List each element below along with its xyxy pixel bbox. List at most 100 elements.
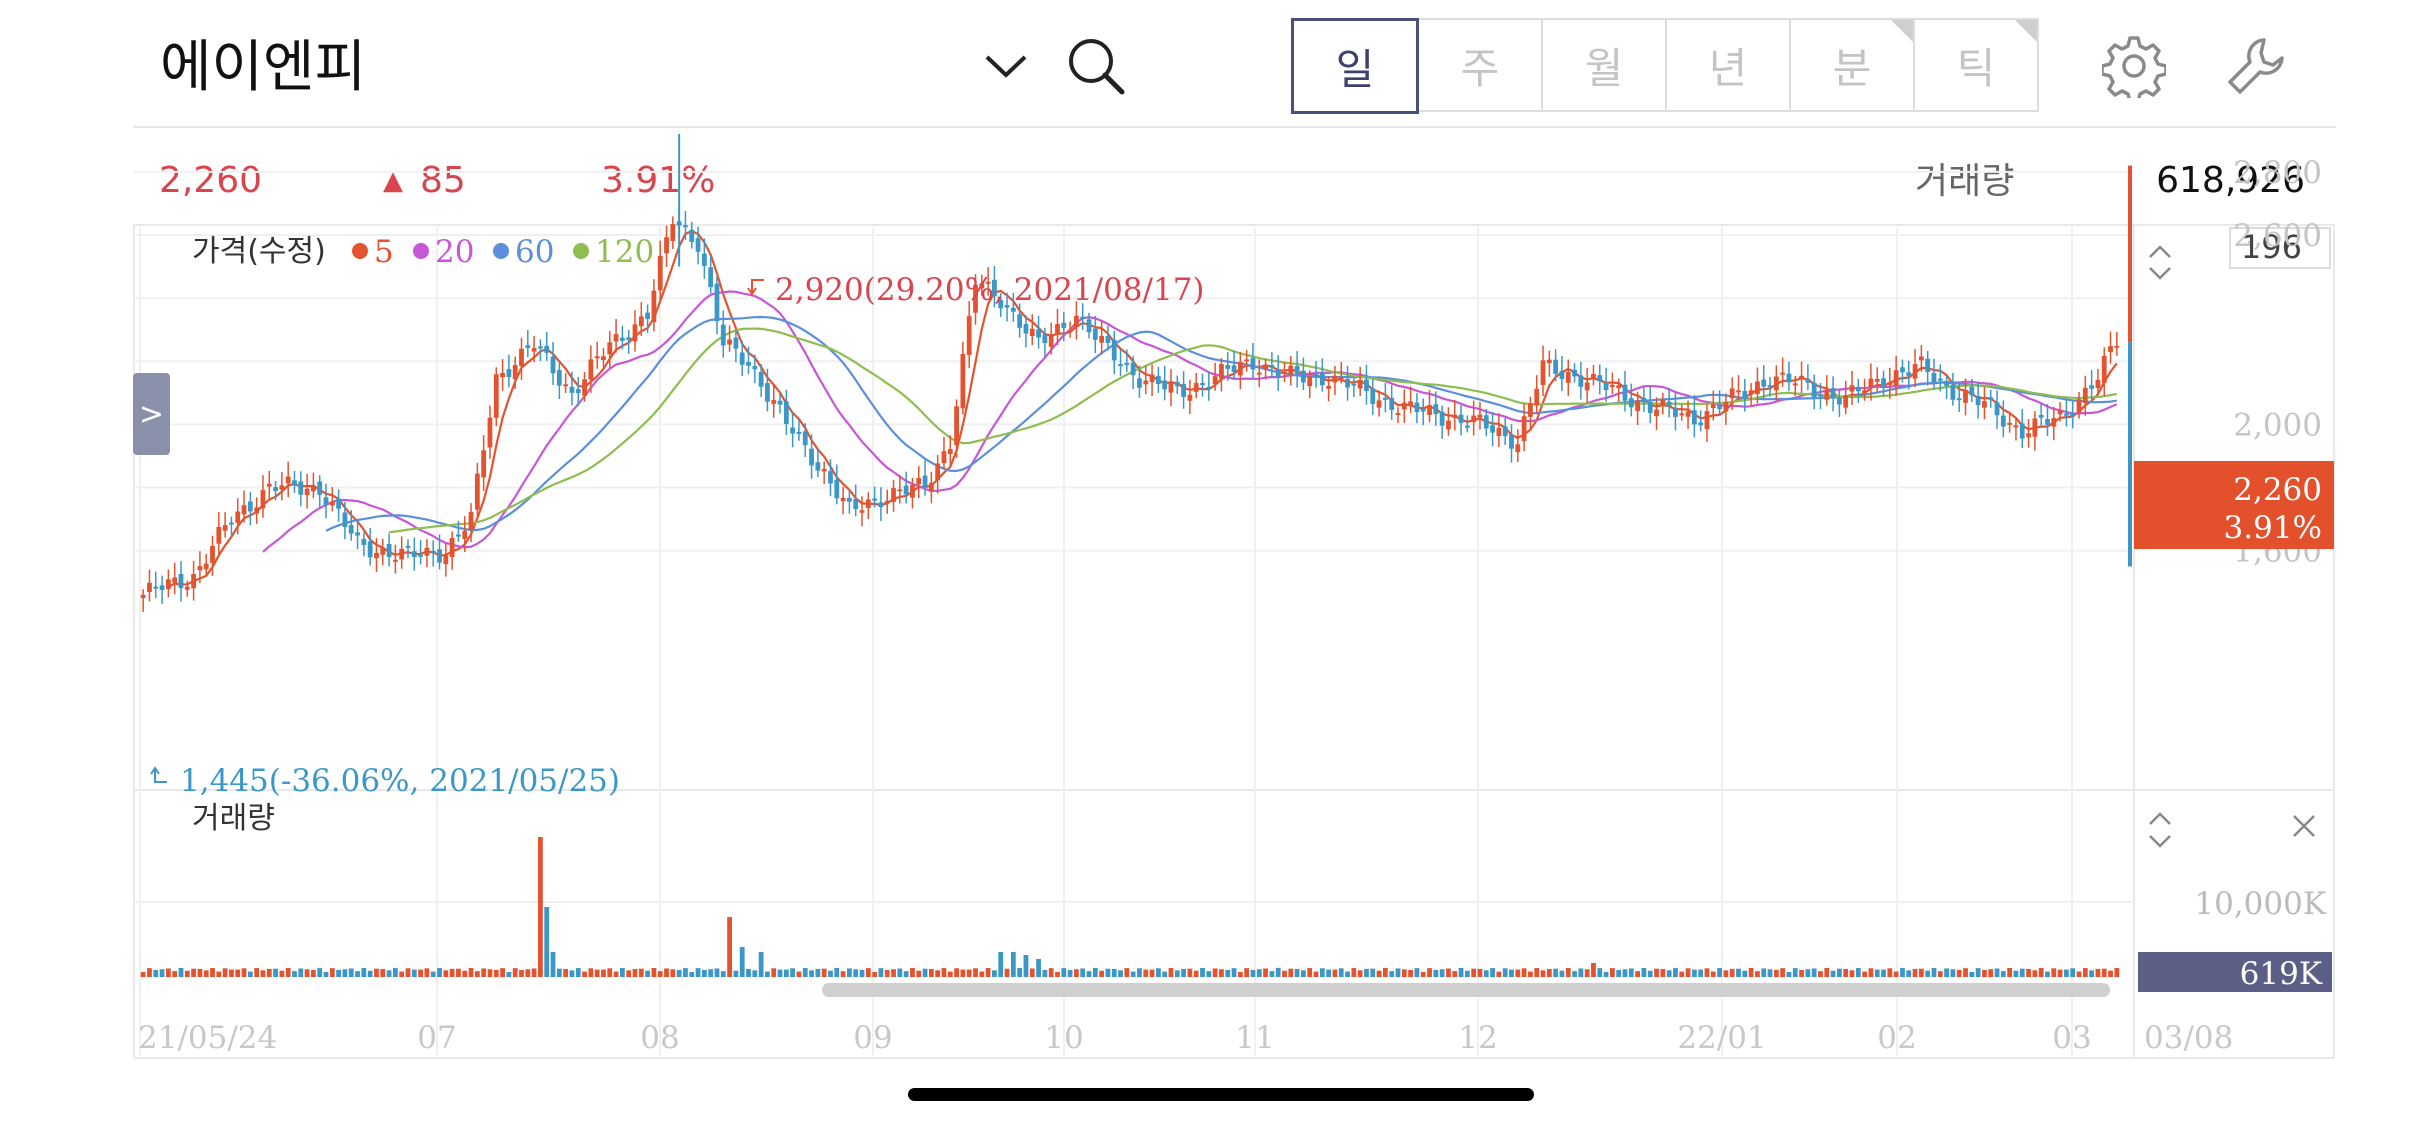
tab-label: 주 [1460,43,1500,93]
volume-bar [739,947,745,977]
volume-bar [651,968,657,977]
volume-bar [1534,968,1540,977]
candle-body [216,526,222,544]
volume-bar [285,968,291,977]
volume-bar [1219,969,1224,977]
candle-body [1534,388,1540,406]
candle-body [1193,383,1199,392]
volume-bar [1061,968,1067,977]
volume-bar [1092,968,1098,977]
volume-bar [153,969,159,977]
volume-bar [1137,968,1142,977]
volume-bar [821,968,827,977]
volume-bar [840,971,846,977]
volume-bar [1729,968,1735,977]
tab-week[interactable]: 주 [1417,18,1543,112]
candle-body [1250,357,1256,370]
volume-bar [1307,968,1313,977]
volume-bar [563,968,569,977]
candle-body [165,579,171,590]
candle-body [1269,365,1275,368]
volume-bar [1010,952,1016,977]
horizontal-scrollbar[interactable] [822,983,2110,997]
candle-body [519,348,524,367]
candle-body [1382,397,1388,400]
tab-year[interactable]: 년 [1665,18,1791,112]
close-icon[interactable] [2293,815,2315,837]
candle-body [884,500,890,504]
candle-body [626,337,632,341]
volume-bar [184,970,190,977]
volume-bar [664,968,669,977]
volume-bar [834,968,840,977]
wrench-icon[interactable] [2220,30,2292,102]
candle-body [966,316,972,355]
candle-body [1641,397,1647,403]
search-icon[interactable] [1060,30,1132,102]
volume-bar [1225,969,1231,977]
volume-bar [1250,969,1256,977]
volume-bar [260,970,266,977]
tab-label: 분 [1832,43,1872,93]
volume-bar [279,970,285,977]
volume-bar [922,968,928,977]
candle-body [765,383,770,402]
candle-body [544,345,550,353]
volume-bar [1761,968,1767,977]
volume-bar [790,968,796,977]
volume-bar [493,969,499,977]
volume-bar [1969,971,1975,977]
zoom-value-box[interactable] [2229,227,2331,269]
candle-body [1679,413,1685,416]
tab-minute[interactable]: 분 [1789,18,1915,112]
candle-body [456,534,461,537]
volume-bar [1723,970,1729,977]
volume-bar [1925,970,1931,977]
price-tag-percent: 3.91% [2224,510,2322,546]
candle-body [1042,334,1048,343]
volume-zoom-arrows-icon[interactable] [2149,812,2171,848]
candle-body [1918,356,1924,361]
volume-bar [2101,968,2107,977]
volume-bar [1773,969,1779,977]
volume-bar [1345,971,1350,977]
volume-bar [657,971,663,977]
volume-bar [701,969,707,977]
candle-body [399,548,405,560]
legend-label: 20 [435,234,474,270]
candle-body [1654,409,1659,417]
volume-bar [947,971,953,977]
volume-bar [178,968,184,977]
grid [134,170,2134,1056]
candle-body [1893,370,1899,386]
volume-bar [1376,970,1382,977]
candle-body [2032,418,2038,437]
volume-bar [1950,969,1956,977]
tab-day[interactable]: 일 [1291,18,1419,114]
volume-bar [418,969,424,977]
volume-bar [2082,968,2088,977]
candle-body [493,374,499,418]
gear-icon[interactable] [2098,30,2170,102]
volume-bar [1326,969,1332,977]
candle-body [1282,372,1287,375]
candle-body [1546,359,1552,364]
tab-tick[interactable]: 틱 [1913,18,2039,112]
price-zoom-arrows-icon[interactable] [2149,245,2171,280]
volume-bar [985,968,991,977]
volume-bar [1319,968,1325,977]
candle-body [1937,378,1943,381]
candle-body [815,462,821,471]
volume-tag-value: 619K [2240,956,2323,992]
volume-bar [235,969,241,977]
volume-bar [752,970,758,977]
expand-panel-button[interactable]: > [133,373,170,455]
volume-bar [1181,968,1186,977]
volume-bar [203,970,209,977]
candle-body [487,417,493,448]
candle-body [229,522,234,525]
chevron-down-icon[interactable] [976,38,1036,94]
volume-bar [935,970,941,977]
candle-body [796,431,802,434]
